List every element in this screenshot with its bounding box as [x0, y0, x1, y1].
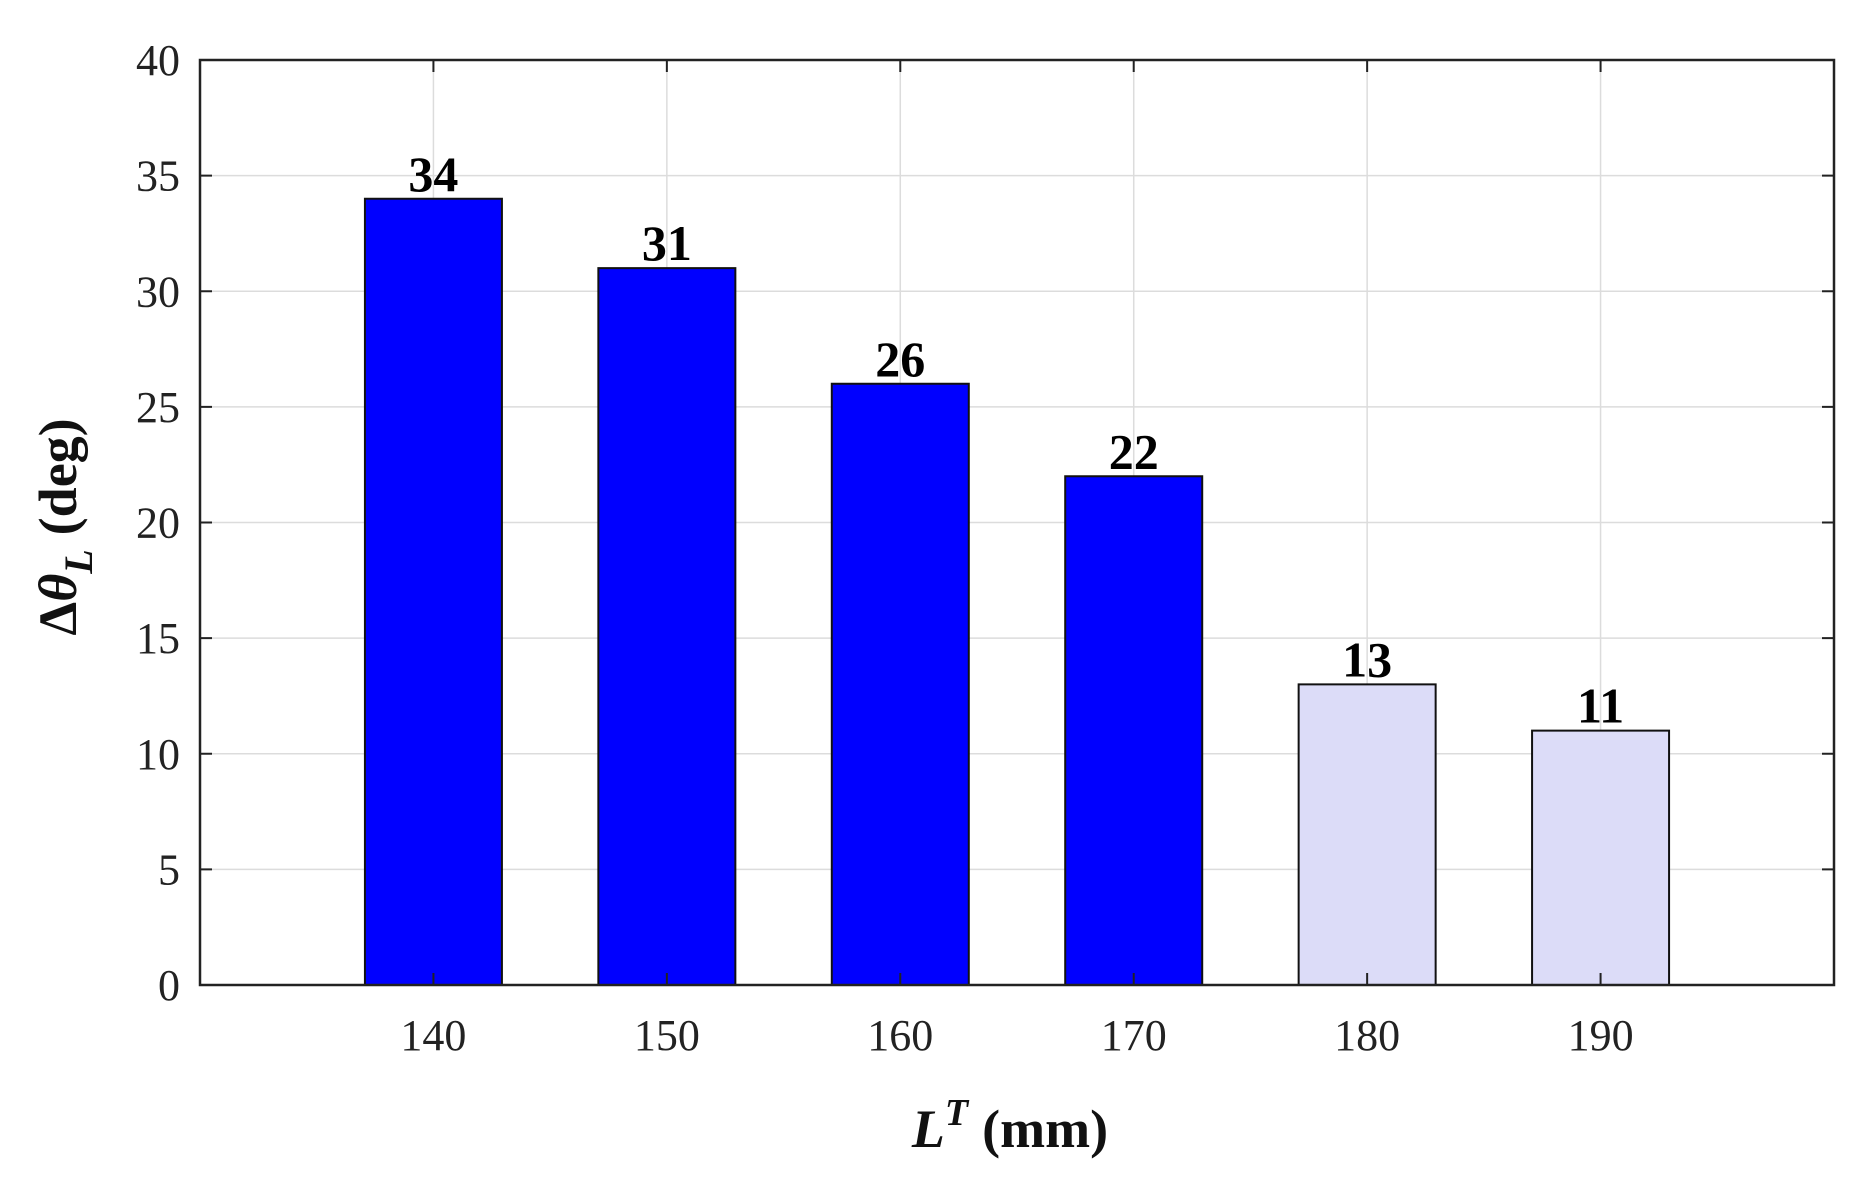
y-tick-label: 30 — [136, 267, 180, 316]
bar-190 — [1531, 729, 1671, 986]
x-tick-label: 150 — [634, 1011, 700, 1060]
x-axis-label: LT (mm) — [911, 1092, 1108, 1159]
y-axis-label-symbol: θ — [28, 574, 88, 602]
y-tick-label: 0 — [158, 961, 180, 1010]
x-tick-label: 160 — [867, 1011, 933, 1060]
y-tick-label: 10 — [136, 730, 180, 779]
bar-150 — [597, 267, 737, 986]
bar-180 — [1297, 683, 1437, 986]
y-axis-label-subscript: L — [56, 549, 101, 574]
y-tick-label: 5 — [158, 845, 180, 894]
y-tick-label: 20 — [136, 499, 180, 548]
bars — [363, 197, 1671, 986]
x-tick-label: 190 — [1568, 1011, 1634, 1060]
x-axis-label-unit: (mm) — [982, 1099, 1108, 1159]
y-tick-label: 15 — [136, 614, 180, 663]
x-tick-label: 140 — [400, 1011, 466, 1060]
bar-140 — [363, 197, 503, 986]
data-label-140: 34 — [408, 146, 458, 202]
bar-170 — [1064, 475, 1204, 986]
x-axis-ticks: 140 150 160 170 180 190 — [400, 60, 1634, 1060]
x-axis-label-symbol: L — [911, 1099, 945, 1159]
y-axis-ticks: 0 5 10 15 20 25 30 35 40 — [136, 36, 1834, 1010]
y-axis-label-unit: (deg) — [28, 418, 88, 535]
data-label-170: 22 — [1109, 423, 1159, 479]
y-tick-label: 25 — [136, 383, 180, 432]
x-tick-label: 170 — [1101, 1011, 1167, 1060]
x-axis-label-superscript: T — [945, 1092, 970, 1134]
data-label-150: 31 — [642, 215, 692, 271]
bar-160 — [830, 382, 970, 986]
data-label-190: 11 — [1577, 678, 1624, 734]
y-axis-label: ΔθL (deg) — [28, 418, 101, 635]
data-labels: 34 31 26 22 13 11 — [408, 146, 1624, 734]
data-label-180: 13 — [1342, 631, 1392, 687]
y-tick-label: 40 — [136, 36, 180, 85]
y-axis-label-delta: Δ — [28, 602, 88, 636]
x-tick-label: 180 — [1334, 1011, 1400, 1060]
y-tick-label: 35 — [136, 152, 180, 201]
data-label-160: 26 — [875, 331, 925, 387]
